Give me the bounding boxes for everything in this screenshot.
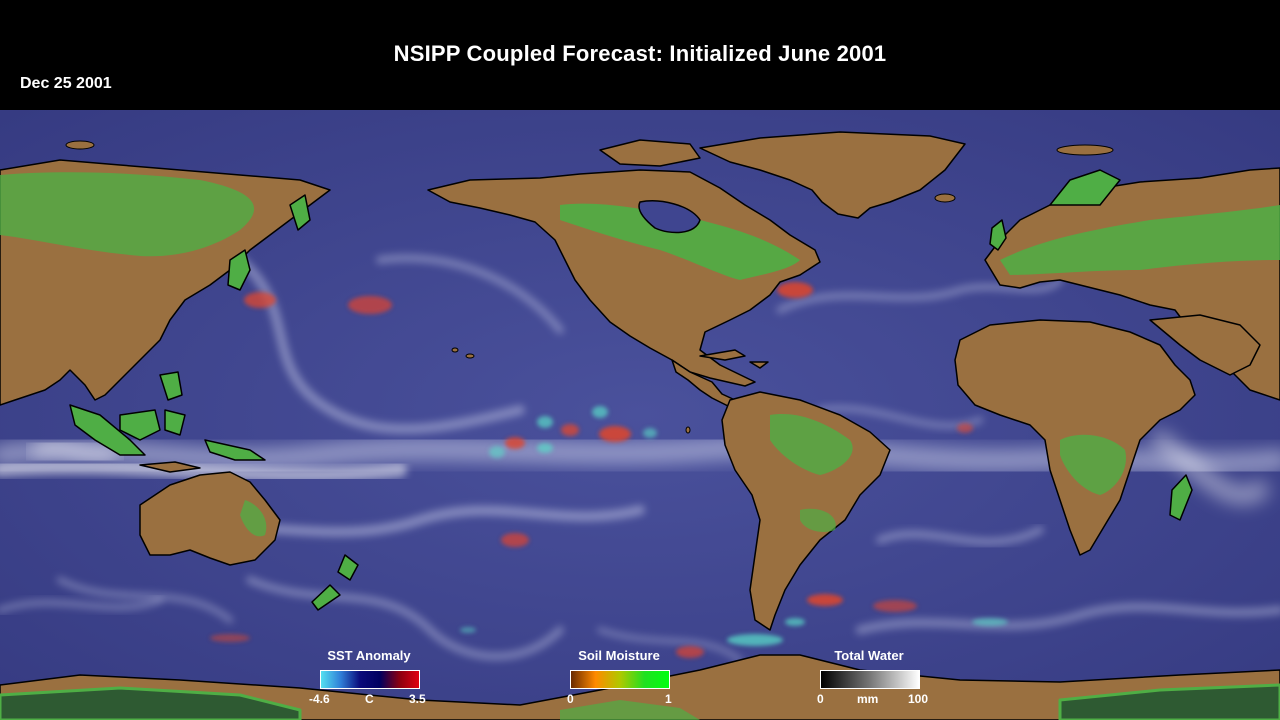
- soil-moisture-legend: Soil Moisture 0 1: [539, 648, 699, 718]
- new-zealand: [337, 554, 359, 581]
- legend-title: Soil Moisture: [578, 648, 660, 663]
- small-islands: [65, 140, 1114, 434]
- legend-title: Total Water: [834, 648, 904, 663]
- land-layer: [0, 131, 1280, 720]
- legend-unit: mm: [857, 692, 879, 706]
- greenland: [699, 131, 966, 219]
- world-map: [0, 110, 1280, 720]
- legend-title: SST Anomaly: [327, 648, 411, 663]
- sst-anomaly-layer: [210, 282, 1008, 658]
- legend-min: 0: [817, 692, 824, 706]
- date-label: Dec 25 2001: [20, 75, 112, 92]
- soil-colorbar: [570, 670, 670, 689]
- total-water-legend: Total Water 0 mm 100: [789, 648, 949, 718]
- madagascar: [1169, 474, 1193, 521]
- legend-min: -4.6: [309, 692, 330, 706]
- legend-max: 1: [665, 692, 672, 706]
- north-america: [427, 169, 821, 387]
- sst-anomaly-legend: SST Anomaly -4.6 C 3.5: [289, 648, 449, 718]
- legend-unit: C: [365, 692, 374, 706]
- australia: [139, 471, 281, 566]
- legend-max: 3.5: [409, 692, 426, 706]
- british-isles: [989, 219, 1007, 251]
- japan: [227, 249, 251, 291]
- water-colorbar: [820, 670, 920, 689]
- sst-colorbar: [320, 670, 420, 689]
- page-title: NSIPP Coupled Forecast: Initialized June…: [393, 41, 887, 66]
- legend-max: 100: [908, 692, 929, 706]
- legend-min: 0: [567, 692, 574, 706]
